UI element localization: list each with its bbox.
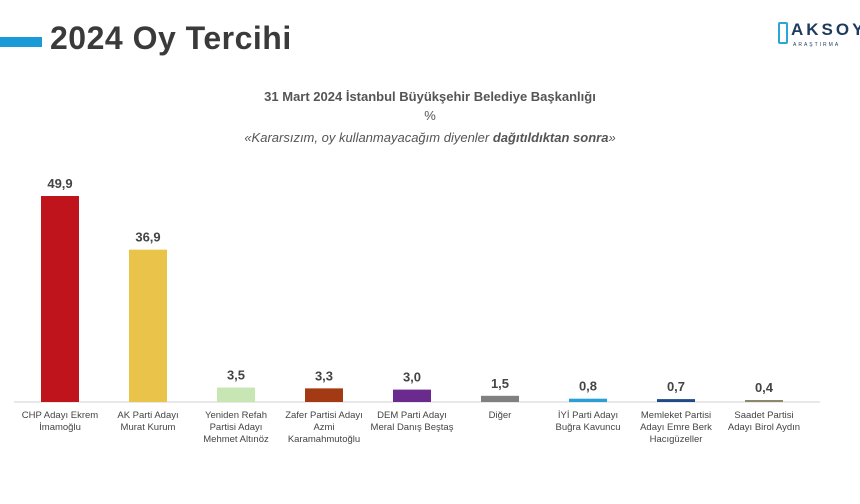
chart-note-suffix: » [608, 130, 616, 145]
bar [305, 388, 343, 402]
chart-title: 31 Mart 2024 İstanbul Büyükşehir Belediy… [264, 89, 596, 104]
logo-subtext: ARAŞTIRMA [793, 42, 841, 48]
bar-value-label: 36,9 [135, 230, 160, 245]
bar-value-label: 3,0 [403, 370, 421, 385]
bar [745, 400, 783, 402]
title-accent-bar [0, 37, 42, 47]
bar-value-label: 0,7 [667, 379, 685, 394]
x-tick-label: Diğer [488, 410, 512, 421]
page-title: 2024 Oy Tercihi [50, 20, 292, 56]
bar [41, 196, 79, 402]
bar-value-label: 49,9 [47, 176, 72, 191]
x-tick-label: Saadet Partisi Adayı Birol Aydın [727, 410, 801, 433]
logo-mark-icon [778, 22, 788, 44]
x-tick-label: CHP Adayı Ekrem İmamoğlu [21, 410, 99, 433]
aksoy-logo: AKSOY ARAŞTIRMA [778, 20, 860, 50]
chart-note-prefix: «Kararsızım, oy kullanmayacağım diyenler [244, 130, 493, 145]
bar-value-label: 3,3 [315, 368, 333, 383]
x-tick-label: İYİ Parti Adayı Buğra Kavuncu [555, 410, 621, 433]
x-tick-label: DEM Parti Adayı Meral Danış Beştaş [370, 410, 454, 433]
logo-text: AKSOY [791, 20, 860, 39]
x-tick-label: Zafer Partisi Adayı Azmi Karamahmutoğlu [285, 410, 363, 445]
bar-value-label: 0,4 [755, 380, 774, 395]
bar-value-label: 0,8 [579, 379, 597, 394]
bar [481, 395, 519, 402]
chart-note-bold: dağıtıldıktan sonra [492, 130, 609, 145]
bar-value-label: 1,5 [491, 376, 509, 391]
bar-value-label: 3,5 [227, 368, 245, 383]
x-tick-label: Memleket Partisi Adayı Emre Berk Hacıgüz… [640, 410, 712, 445]
bar [217, 387, 255, 402]
chart-unit: % [424, 108, 436, 123]
x-tick-label: Yeniden Refah Partisi Adayı Mehmet Altın… [203, 410, 269, 445]
x-tick-label: AK Parti Adayı Murat Kurum [117, 410, 179, 433]
bar [657, 399, 695, 402]
chart-note: «Kararsızım, oy kullanmayacağım diyenler… [0, 130, 860, 145]
bar [129, 249, 167, 402]
bar [569, 398, 607, 402]
bar [393, 389, 431, 402]
